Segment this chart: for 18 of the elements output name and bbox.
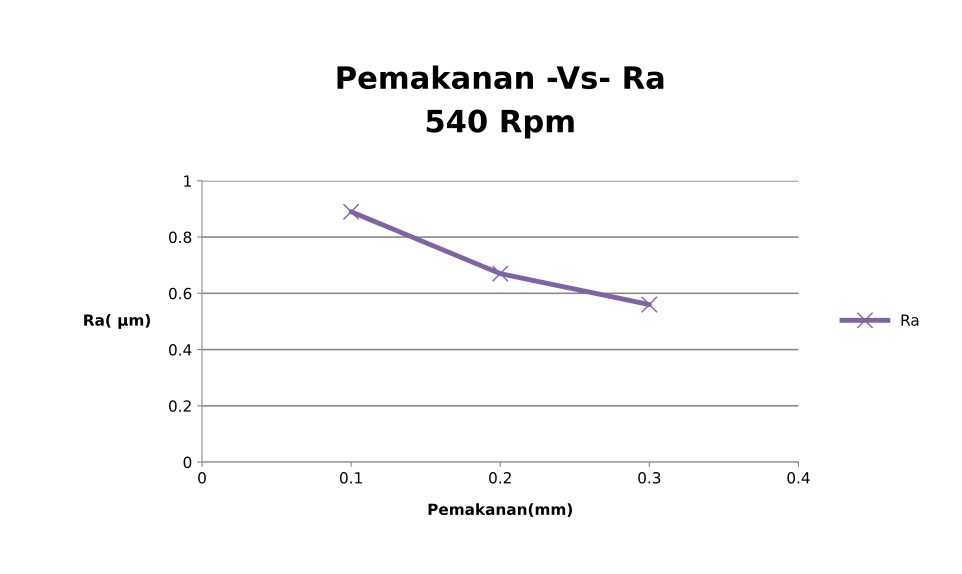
legend-label: Ra bbox=[902, 314, 918, 326]
x-tick-label: 0.4 bbox=[787, 472, 810, 484]
x-tick-label: 0.3 bbox=[638, 472, 660, 484]
chart-title: Pemakanan -Vs- Ra 540 Rpm bbox=[338, 65, 664, 139]
y-tick-label: 0.6 bbox=[169, 288, 192, 300]
y-tick-label: 0.8 bbox=[169, 232, 192, 244]
y-tick-label: 0 bbox=[184, 456, 192, 468]
x-tick-label: 0.1 bbox=[340, 472, 362, 484]
point bbox=[342, 203, 360, 220]
y-tick-label: 0.2 bbox=[169, 400, 191, 412]
x-axis-title: Pemakanan(mm) bbox=[428, 503, 572, 517]
y-tick-label: 0.4 bbox=[169, 344, 192, 356]
point bbox=[641, 296, 658, 313]
x-tick-label: 0 bbox=[198, 472, 206, 484]
point bbox=[492, 265, 509, 282]
y-axis-title: Ra( µm) bbox=[84, 314, 150, 329]
x-tick-label: 0.2 bbox=[489, 472, 511, 484]
y-tick-label: 1 bbox=[184, 175, 191, 187]
